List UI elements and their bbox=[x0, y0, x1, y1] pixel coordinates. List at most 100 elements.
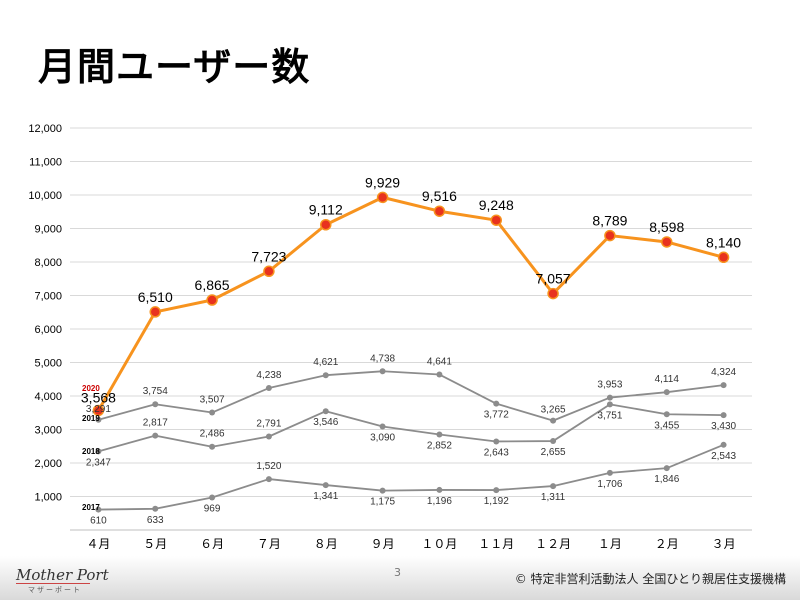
data-point-2020 bbox=[490, 214, 502, 226]
data-point-2019 bbox=[663, 389, 670, 396]
x-tick-label: ２月 bbox=[655, 537, 679, 551]
y-tick-label: 11,000 bbox=[29, 157, 62, 169]
logo-subtext: マザーポート bbox=[28, 586, 82, 594]
data-label-2019: 3,953 bbox=[597, 380, 622, 391]
logo: Mother Port マザーポート bbox=[12, 566, 109, 596]
data-point-2017 bbox=[720, 441, 727, 448]
data-point-2017 bbox=[209, 494, 216, 501]
series-line-2019 bbox=[98, 370, 724, 422]
data-point-2020 bbox=[376, 191, 389, 204]
logo-underline bbox=[16, 583, 90, 584]
y-tick-label: 2,000 bbox=[34, 458, 62, 470]
data-label-2018: 2,347 bbox=[86, 457, 111, 468]
data-label-2019: 4,238 bbox=[256, 370, 281, 381]
data-point-2017 bbox=[493, 487, 500, 494]
data-label-2018: 3,455 bbox=[654, 420, 679, 431]
data-label-2018: 3,430 bbox=[711, 421, 736, 432]
data-point-2020 bbox=[320, 218, 332, 231]
data-label-2019: 3,265 bbox=[541, 405, 566, 416]
data-label-2018: 3,751 bbox=[597, 410, 622, 421]
data-label-2020: 6,865 bbox=[195, 277, 230, 293]
data-label-2018: 3,546 bbox=[313, 417, 338, 428]
data-point-2017 bbox=[152, 505, 159, 512]
data-point-2017 bbox=[379, 487, 386, 494]
data-label-2020: 9,248 bbox=[479, 197, 514, 213]
data-label-2017: 1,341 bbox=[313, 491, 338, 502]
data-point-2020 bbox=[433, 205, 446, 217]
data-point-2019 bbox=[493, 400, 500, 407]
data-label-2020: 3,568 bbox=[81, 389, 116, 405]
data-point-2019 bbox=[436, 371, 443, 378]
data-label-2018: 2,817 bbox=[143, 418, 168, 429]
line-layer bbox=[92, 191, 730, 513]
y-tick-label: 9,000 bbox=[34, 224, 62, 236]
y-tick-label: 10,000 bbox=[28, 190, 62, 202]
data-label-2020: 9,516 bbox=[422, 188, 457, 204]
x-tick-label: ３月 bbox=[712, 537, 736, 551]
y-tick-label: 12,000 bbox=[28, 123, 62, 135]
y-tick-label: 7,000 bbox=[34, 291, 62, 303]
data-point-2019 bbox=[209, 409, 216, 416]
data-point-2020 bbox=[92, 404, 105, 417]
series-line-2018 bbox=[98, 403, 724, 453]
data-point-2019 bbox=[550, 417, 557, 424]
data-point-2020 bbox=[263, 265, 275, 278]
data-point-2018 bbox=[322, 408, 329, 415]
data-point-2017 bbox=[550, 483, 557, 490]
data-point-2017 bbox=[95, 506, 102, 513]
data-label-2017: 633 bbox=[147, 515, 164, 526]
data-label-2017: 1,706 bbox=[597, 479, 622, 490]
data-point-2018 bbox=[720, 412, 727, 419]
data-label-2019: 4,324 bbox=[711, 367, 736, 378]
user-count-line-chart: 1,000 2,000 3,000 4,000 5,000 6,000 7,000 8,000… bbox=[28, 123, 752, 551]
data-label-2017: 1,846 bbox=[654, 474, 679, 485]
data-label-2020: 7,057 bbox=[536, 271, 571, 287]
series-name-label: 2017 bbox=[82, 503, 100, 512]
data-label-2019: 3,507 bbox=[200, 395, 225, 406]
x-tick-label: １月 bbox=[598, 537, 622, 551]
data-point-2018 bbox=[436, 431, 443, 438]
y-tick-label: 5,000 bbox=[34, 358, 62, 370]
data-point-2018 bbox=[493, 438, 500, 445]
data-point-2019 bbox=[322, 372, 329, 379]
x-tick-label: ５月 bbox=[143, 537, 167, 551]
data-label-2020: 8,140 bbox=[706, 234, 741, 250]
data-label-2019: 4,621 bbox=[313, 357, 338, 368]
data-point-2018 bbox=[606, 401, 613, 408]
data-label-2018: 2,486 bbox=[200, 429, 225, 440]
page-title: 月間ユーザー数 bbox=[38, 45, 311, 89]
x-tick-label: １１月 bbox=[478, 537, 514, 551]
data-label-2019: 3,754 bbox=[143, 386, 168, 397]
data-label-2018: 2,655 bbox=[541, 447, 566, 458]
series-line-2020 bbox=[97, 195, 724, 412]
data-label-2019: 4,641 bbox=[427, 357, 452, 368]
data-label-2017: 610 bbox=[90, 516, 107, 527]
x-tick-label: ６月 bbox=[200, 537, 224, 551]
data-label-2019: 4,738 bbox=[370, 353, 395, 364]
data-label-2017: 1,196 bbox=[427, 496, 452, 507]
data-point-2019 bbox=[720, 382, 727, 389]
data-label-2020: 8,598 bbox=[649, 219, 684, 235]
data-point-2020 bbox=[717, 251, 730, 264]
y-tick-label: 1,000 bbox=[34, 492, 62, 504]
data-label-2019: 3,772 bbox=[484, 410, 509, 421]
data-label-2018: 2,643 bbox=[484, 447, 509, 458]
footer: Mother Port マザーポート 3 © 特定非営利活動法人 全国ひとり親居… bbox=[0, 556, 800, 600]
data-point-2018 bbox=[550, 438, 557, 445]
series-name-label: 2018 bbox=[82, 447, 100, 456]
data-point-2017 bbox=[436, 486, 443, 493]
data-point-2018 bbox=[152, 432, 159, 439]
data-point-2020 bbox=[604, 229, 616, 242]
data-point-2020 bbox=[206, 294, 218, 306]
data-point-2020 bbox=[661, 236, 673, 248]
data-point-2018 bbox=[209, 443, 216, 450]
x-tick-label: ９月 bbox=[371, 537, 395, 551]
data-point-2020 bbox=[149, 306, 161, 318]
x-tick-label: ４月 bbox=[86, 537, 110, 551]
data-label-2018: 3,090 bbox=[370, 432, 395, 443]
data-point-2017 bbox=[663, 465, 670, 472]
y-tick-label: 8,000 bbox=[34, 257, 62, 269]
x-tick-label: ８月 bbox=[314, 537, 338, 551]
data-label-2020: 6,510 bbox=[138, 289, 173, 305]
copyright-text: © 特定非営利活動法人 全国ひとり親居住支援機構 bbox=[514, 572, 786, 586]
